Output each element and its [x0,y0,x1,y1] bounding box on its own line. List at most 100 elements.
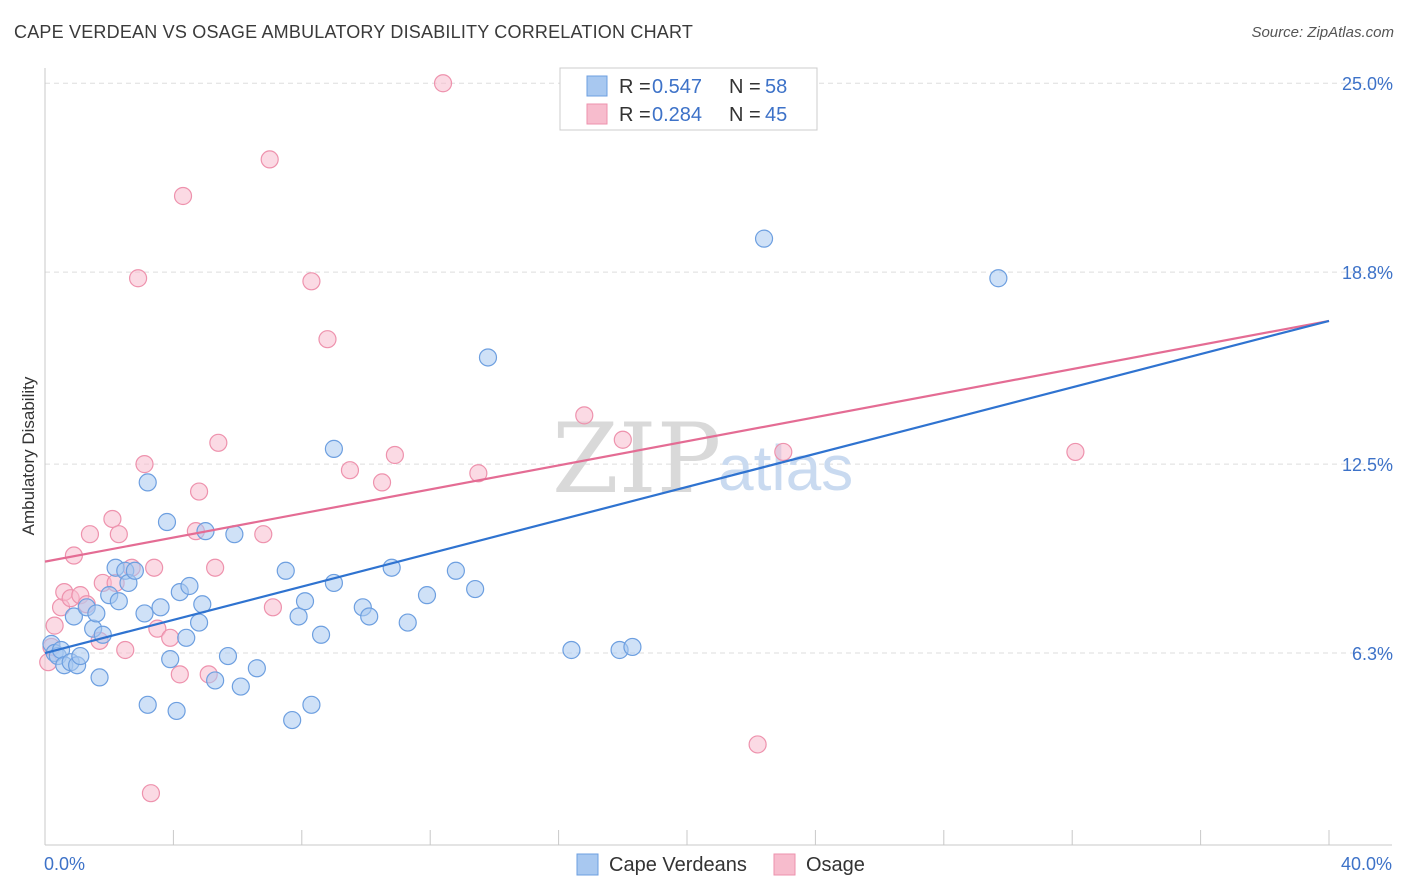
cape-verdean-point-42 [302,695,321,714]
osage-point-22 [161,628,180,647]
cape-verdean-point-41 [295,592,315,611]
x-tick-label-max: 40.0% [1341,854,1392,874]
cape-verdean-point-21 [138,695,157,714]
osage-point-14 [109,525,128,544]
osage-point-44 [1066,442,1085,462]
osage-point-30 [254,525,273,544]
y-tick-label-3: 25.0% [1342,74,1393,94]
cape-verdean-point-20 [135,604,154,623]
cape-verdean-point-49 [398,613,417,632]
osage-point-24 [173,186,193,206]
cape-verdean-point-33 [206,671,225,690]
y-tick-label-0: 6.3% [1352,644,1393,664]
bottom-legend-label-pink: Osage [806,854,865,876]
cape-verdean-point-38 [276,561,295,580]
cape-verdean-point-29 [180,576,199,596]
osage-point-35 [340,461,360,480]
osage-point-28 [206,558,225,577]
cape-verdean-point-54 [562,640,581,660]
cape-verdean-point-52 [466,579,485,599]
cape-verdean-point-6 [64,607,83,626]
cape-verdean-point-11 [87,604,106,623]
osage-trend-line [44,319,1330,563]
cape-verdean-point-16 [109,592,128,611]
cape-verdean-point-23 [151,598,170,617]
cape-verdean-trend-line [44,319,1330,655]
osage-point-17 [128,269,148,288]
legend-n-value-blue: 58 [765,76,787,98]
osage-point-15 [116,640,135,660]
cape-verdean-point-57 [754,229,774,248]
osage-point-31 [263,598,283,617]
cape-verdean-point-19 [125,561,144,580]
cape-verdean-points [42,229,1008,730]
osage-point-32 [260,150,279,169]
cape-verdean-point-12 [90,668,109,687]
osage-point-34 [318,330,337,349]
osage-point-36 [372,473,392,492]
cape-verdean-point-56 [623,637,642,657]
cape-verdean-point-25 [161,650,180,669]
legend-swatch-blue [586,75,608,97]
cape-verdean-point-53 [478,348,498,367]
axes [44,68,1392,846]
osage-point-9 [80,525,100,544]
cape-verdean-point-26 [167,701,186,721]
cape-verdean-point-43 [311,625,331,644]
osage-point-41 [613,430,632,449]
bottom-legend-swatch-pink [773,853,796,876]
legend: R = 0.547 N = 58 R = 0.284 N = 45 [559,67,818,131]
osage-point-23 [170,665,189,684]
cape-verdean-point-30 [189,613,209,632]
y-axis-label: Ambulatory Disability [19,376,38,535]
x-ticks [172,830,1330,845]
legend-r-label-blue: R = [619,76,651,98]
legend-swatch-pink [586,103,608,125]
osage-point-12 [103,509,122,529]
osage-point-20 [145,558,164,577]
cape-verdean-point-37 [247,659,266,678]
y-tick-label-2: 18.8% [1342,263,1393,283]
osage-point-26 [189,482,209,501]
chart-title: CAPE VERDEAN VS OSAGE AMBULATORY DISABIL… [14,22,694,42]
osage-point-42 [748,735,767,754]
cape-verdean-point-51 [446,561,465,580]
bottom-legend-swatch-blue [576,853,599,876]
cape-verdean-point-36 [231,677,250,696]
cape-verdean-point-34 [218,646,238,666]
osage-point-33 [302,272,321,291]
cape-verdean-point-8 [71,646,90,666]
osage-point-39 [469,464,488,483]
trend-lines [44,319,1330,655]
osage-point-38 [433,74,453,93]
cape-verdean-point-47 [360,607,379,626]
watermark-atlas: atlas [718,432,853,504]
osage-point-37 [385,445,404,465]
cape-verdean-point-22 [138,473,157,492]
legend-r-value-blue: 0.547 [652,76,702,98]
x-tick-label-min: 0.0% [44,854,85,874]
osage-point-2 [45,616,64,635]
gridlines [45,82,1392,654]
cape-verdean-point-45 [324,439,343,458]
cape-verdean-point-58 [989,269,1008,288]
y-tick-label-1: 12.5% [1342,455,1393,475]
y-tick-labels: 6.3% 12.5% 18.8% 25.0% [1342,74,1393,664]
cape-verdean-point-24 [157,512,177,532]
osage-point-29 [209,433,228,452]
bottom-legend: Cape Verdeans Osage [576,853,865,876]
osage-point-40 [575,406,594,425]
bottom-legend-label-blue: Cape Verdeans [609,854,747,876]
legend-n-label-blue: N = [729,76,761,98]
legend-n-label-pink: N = [729,104,761,126]
cape-verdean-point-39 [283,710,302,730]
cape-verdean-point-40 [289,607,308,626]
legend-r-value-pink: 0.284 [652,104,702,126]
osage-point-19 [141,784,161,803]
cape-verdean-point-28 [177,628,196,647]
legend-r-label-pink: R = [619,104,651,126]
osage-point-43 [774,442,793,462]
osage-point-18 [135,455,154,474]
chart-source: Source: ZipAtlas.com [1251,24,1394,41]
